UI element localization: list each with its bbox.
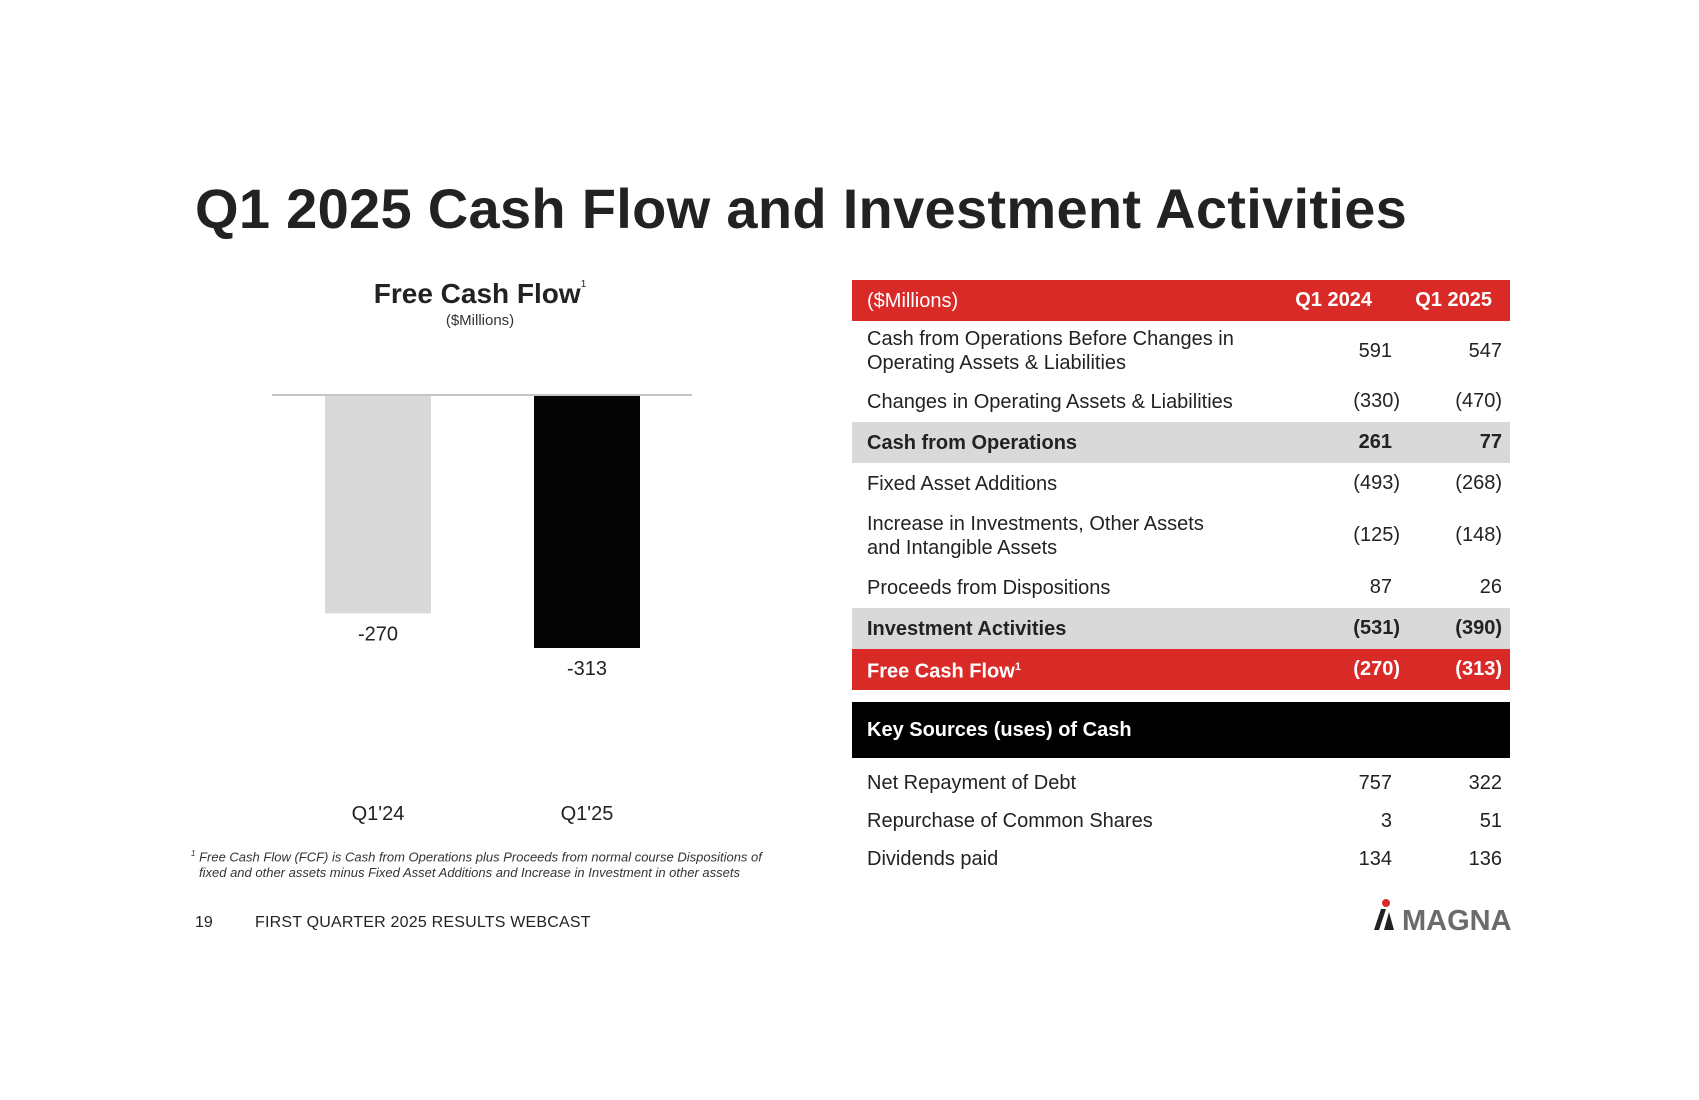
table-row-subtotal: Investment Activities (531) (390) bbox=[852, 608, 1510, 649]
page-number: 19 bbox=[195, 914, 213, 931]
footnote-line-1: Free Cash Flow (FCF) is Cash from Operat… bbox=[199, 849, 762, 865]
data-label: -313 bbox=[567, 658, 607, 680]
cell-q1-2025: (470) bbox=[1455, 390, 1502, 412]
cell-q1-2024: (531) bbox=[1353, 617, 1400, 639]
row-label: Cash from Operations Before Changes in Op… bbox=[852, 327, 1312, 375]
table-row: Increase in Investments, Other Assets and… bbox=[852, 504, 1510, 567]
cell-q1-2025: (148) bbox=[1455, 524, 1502, 546]
x-tick-label: Q1'24 bbox=[352, 803, 405, 825]
bar-q124 bbox=[325, 396, 431, 614]
row-label-line-1: Cash from Operations Before Changes in bbox=[867, 328, 1234, 350]
row-label: Cash from Operations bbox=[867, 431, 1078, 454]
table-row: Proceeds from Dispositions 87 26 bbox=[852, 567, 1510, 608]
table-row: Net Repayment of Debt 757 322 bbox=[852, 764, 1510, 802]
cell-q1-2024: 261 bbox=[1358, 431, 1392, 453]
chart-title-footnote-mark: 1 bbox=[580, 279, 587, 290]
key-sources-header: Key Sources (uses) of Cash bbox=[852, 702, 1510, 758]
bar-q125 bbox=[534, 396, 640, 648]
cell-q1-2024: (330) bbox=[1353, 390, 1400, 412]
cell-q1-2025: 322 bbox=[1468, 771, 1502, 794]
cell-q1-2025: 26 bbox=[1479, 576, 1502, 598]
footer-text: FIRST QUARTER 2025 RESULTS WEBCAST bbox=[255, 914, 591, 931]
row-label-line-2: Operating Assets & Liabilities bbox=[867, 352, 1127, 374]
logo-mark-left bbox=[1374, 909, 1386, 930]
header-col-q1-2025: Q1 2025 bbox=[1415, 289, 1492, 311]
cell-q1-2025: 77 bbox=[1479, 431, 1502, 453]
row-label: Investment Activities bbox=[867, 617, 1067, 640]
chart-footnote: 1 Free Cash Flow (FCF) is Cash from Oper… bbox=[191, 846, 831, 881]
data-label: -270 bbox=[358, 623, 398, 645]
chart-subtitle: ($Millions) bbox=[445, 312, 515, 329]
chart-title-text: Free Cash Flow bbox=[373, 278, 581, 309]
row-label: Repurchase of Common Shares bbox=[867, 810, 1153, 832]
header-col-q1-2024: Q1 2024 bbox=[1295, 289, 1372, 311]
cell-q1-2024: 87 bbox=[1369, 576, 1392, 598]
chart-title: Free Cash Flow1 bbox=[245, 278, 715, 310]
cell-q1-2025: (268) bbox=[1455, 472, 1502, 494]
cell-q1-2024: (493) bbox=[1353, 472, 1400, 494]
row-label: Net Repayment of Debt bbox=[867, 772, 1076, 794]
table-row-free-cash-flow: Free Cash Flow1 (270) (313) bbox=[852, 649, 1510, 690]
row-label: Fixed Asset Additions bbox=[867, 472, 1058, 495]
table-row: Changes in Operating Assets & Liabilitie… bbox=[852, 381, 1510, 422]
cell-q1-2025: (313) bbox=[1455, 658, 1502, 680]
table-row: Repurchase of Common Shares 3 51 bbox=[852, 802, 1510, 840]
cell-q1-2024: 757 bbox=[1358, 771, 1392, 794]
logo-dot-icon bbox=[1382, 899, 1390, 907]
magna-logo: MAGNA bbox=[1374, 899, 1512, 932]
cell-q1-2025: 547 bbox=[1468, 339, 1502, 362]
key-sources-title: Key Sources (uses) of Cash bbox=[867, 719, 1132, 741]
footnote-mark: 1 bbox=[191, 849, 196, 858]
cell-q1-2024: 134 bbox=[1358, 847, 1392, 870]
row-label: Dividends paid bbox=[867, 848, 999, 870]
row-label-text: Free Cash Flow bbox=[867, 660, 1015, 683]
row-label-footnote-mark: 1 bbox=[1014, 661, 1021, 674]
cell-q1-2025: 136 bbox=[1468, 847, 1502, 870]
table-row: Dividends paid 134 136 bbox=[852, 840, 1510, 878]
row-label: Free Cash Flow1 bbox=[852, 655, 1312, 684]
free-cash-flow-chart: -270 Q1'24 -313 Q1'25 bbox=[272, 394, 692, 825]
logo-mark-right bbox=[1384, 912, 1394, 930]
cell-q1-2024: 591 bbox=[1358, 339, 1392, 362]
row-label: Proceeds from Dispositions bbox=[867, 576, 1111, 599]
x-tick-label: Q1'25 bbox=[561, 803, 614, 825]
table-header-row: ($Millions) Q1 2024 Q1 2025 bbox=[852, 280, 1510, 321]
row-label-line-2: and Intangible Assets bbox=[867, 536, 1058, 559]
logo-wordmark: MAGNA bbox=[1402, 905, 1512, 932]
cell-q1-2024: (270) bbox=[1353, 658, 1400, 680]
header-label: ($Millions) bbox=[867, 289, 959, 312]
row-label: Increase in Investments, Other Assets and… bbox=[852, 512, 1312, 560]
cell-q1-2024: 3 bbox=[1380, 809, 1392, 832]
cell-q1-2024: (125) bbox=[1353, 524, 1400, 546]
table-row: Fixed Asset Additions (493) (268) bbox=[852, 463, 1510, 504]
page-title: Q1 2025 Cash Flow and Investment Activit… bbox=[195, 177, 1408, 240]
row-label: Changes in Operating Assets & Liabilitie… bbox=[867, 390, 1233, 413]
cell-q1-2025: (390) bbox=[1455, 617, 1502, 639]
cell-q1-2025: 51 bbox=[1479, 809, 1502, 832]
footnote-line-2: fixed and other assets minus Fixed Asset… bbox=[199, 865, 740, 881]
table-row: Cash from Operations Before Changes in Op… bbox=[852, 321, 1510, 381]
row-label-line-1: Increase in Investments, Other Assets bbox=[867, 512, 1204, 535]
table-row-subtotal: Cash from Operations 261 77 bbox=[852, 422, 1510, 463]
